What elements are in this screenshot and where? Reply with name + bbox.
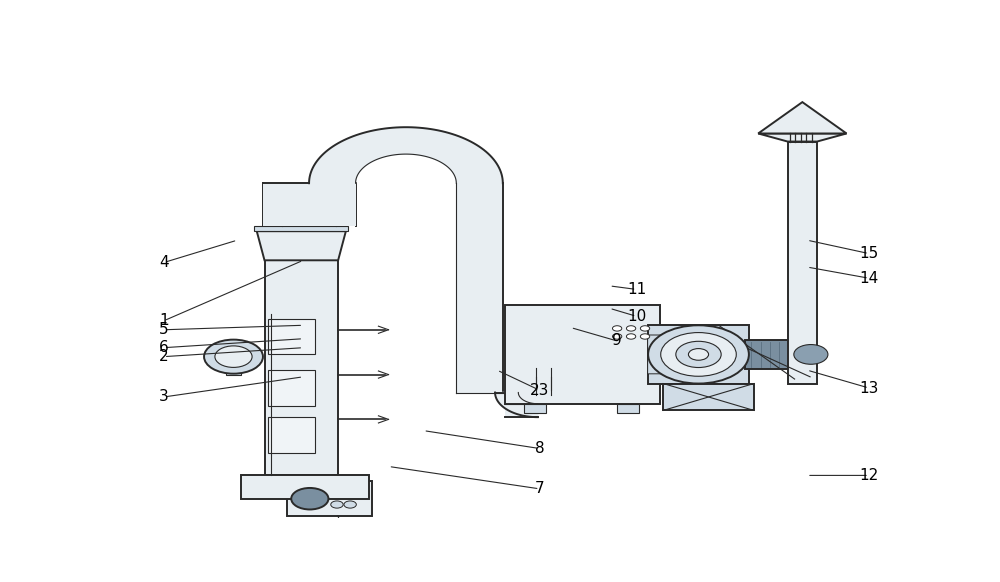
Text: 14: 14 — [859, 271, 879, 286]
Bar — [505, 305, 660, 404]
Text: 11: 11 — [627, 282, 646, 297]
Polygon shape — [505, 404, 538, 417]
Circle shape — [215, 346, 252, 367]
Polygon shape — [495, 392, 538, 417]
Text: 5: 5 — [159, 322, 169, 337]
Text: 1: 1 — [159, 313, 169, 328]
Bar — [268, 417, 315, 453]
Text: 23: 23 — [530, 383, 549, 398]
Bar — [226, 368, 241, 375]
Bar — [745, 340, 811, 369]
Circle shape — [626, 334, 636, 339]
Bar — [268, 370, 315, 406]
Circle shape — [626, 326, 636, 331]
Circle shape — [640, 326, 650, 331]
Circle shape — [640, 334, 650, 339]
Text: 3: 3 — [159, 389, 169, 404]
Text: 9: 9 — [612, 333, 622, 349]
Bar — [287, 481, 372, 516]
Bar — [648, 325, 749, 384]
Bar — [254, 226, 348, 231]
Text: 12: 12 — [859, 468, 879, 483]
Bar — [264, 260, 338, 475]
Text: 4: 4 — [159, 255, 169, 270]
Polygon shape — [263, 183, 356, 226]
Circle shape — [794, 345, 828, 364]
Text: 8: 8 — [535, 441, 544, 456]
Text: 15: 15 — [859, 246, 879, 261]
Bar — [617, 404, 639, 413]
Circle shape — [331, 501, 343, 508]
Bar — [663, 384, 754, 410]
Polygon shape — [456, 183, 503, 392]
Circle shape — [612, 326, 622, 331]
Circle shape — [612, 334, 622, 339]
Polygon shape — [758, 133, 847, 141]
Text: 10: 10 — [627, 309, 646, 324]
Circle shape — [661, 332, 736, 376]
Polygon shape — [660, 336, 691, 373]
Polygon shape — [758, 102, 847, 133]
Bar — [524, 404, 546, 413]
Text: 7: 7 — [535, 481, 544, 496]
Text: 13: 13 — [859, 381, 879, 396]
Polygon shape — [309, 127, 503, 183]
Bar — [241, 475, 369, 499]
Circle shape — [676, 341, 721, 367]
Polygon shape — [257, 231, 346, 260]
Circle shape — [291, 488, 328, 509]
Text: 6: 6 — [159, 340, 169, 355]
Circle shape — [688, 349, 709, 360]
Circle shape — [344, 501, 356, 508]
Bar — [268, 318, 315, 354]
Circle shape — [204, 340, 263, 374]
Polygon shape — [648, 335, 691, 373]
Text: 2: 2 — [159, 349, 169, 364]
Bar — [788, 141, 817, 384]
Circle shape — [648, 325, 749, 384]
